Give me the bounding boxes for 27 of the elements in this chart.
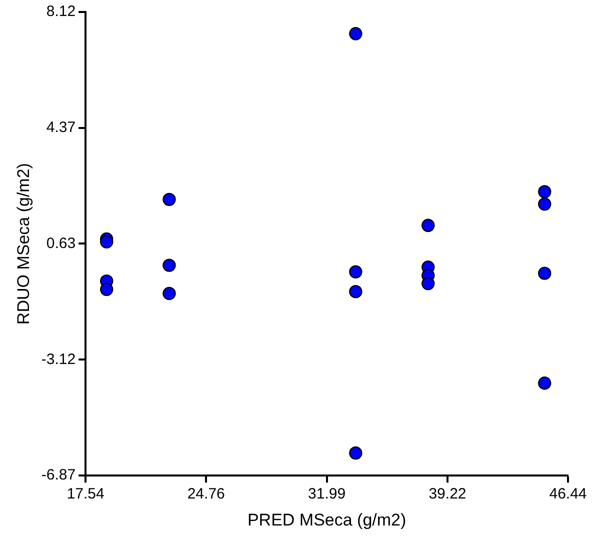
x-tick-label: 31.99 [308, 486, 346, 503]
y-tick-label: 4.37 [46, 119, 76, 136]
point [162, 286, 176, 300]
point [100, 235, 114, 248]
point [349, 446, 362, 460]
point [422, 276, 435, 290]
point [349, 284, 362, 298]
y-axis-title: RDUO MSeca (g/m2) [14, 163, 33, 325]
point [422, 218, 435, 232]
point [538, 376, 552, 390]
x-axis-title: PRED MSeca (g/m2) [247, 510, 406, 530]
y-tick-label: -3.12 [41, 350, 76, 368]
y-tick-label: 8.12 [46, 3, 76, 20]
point [538, 197, 552, 211]
point [538, 185, 552, 198]
x-tick-label: 17.54 [66, 486, 104, 503]
x-tick-label: 39.22 [428, 486, 466, 503]
point [349, 265, 362, 278]
point [162, 192, 176, 206]
point [349, 27, 362, 40]
x-tick-label: 24.76 [187, 486, 225, 503]
point [162, 258, 176, 272]
point [538, 266, 552, 280]
x-tick-label: 46.44 [549, 486, 587, 503]
y-tick-label: -6.87 [41, 466, 76, 484]
point [100, 282, 114, 296]
y-tick-label: 0.63 [46, 234, 76, 252]
